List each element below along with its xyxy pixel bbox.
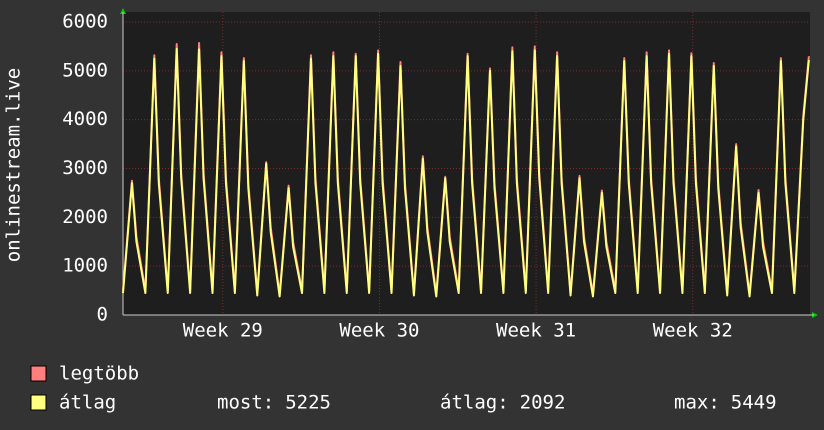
y-tick-label: 0 [97,304,108,326]
y-tick-label: 6000 [62,11,108,33]
x-tick-label: Week 29 [183,320,263,342]
y-tick-label: 5000 [62,59,108,81]
y-tick-label: 4000 [62,108,108,130]
stat-value: 5225 [285,392,331,414]
y-arrow [120,8,126,14]
legend-swatch [30,394,47,411]
y-axis-label: onlinestream.live [3,68,25,262]
x-tick-label: Week 30 [339,320,419,342]
legend-label: átlag [59,392,116,414]
y-tick-label: 1000 [62,255,108,277]
x-tick-label: Week 31 [496,320,576,342]
stat-label: most: [217,392,274,414]
y-tick-label: 3000 [62,157,108,179]
x-arrow [812,312,818,318]
legend-swatch [30,365,47,382]
series-line [122,47,810,298]
y-tick-label: 2000 [62,206,108,228]
stat-value: 2092 [520,392,566,414]
legend-label: legtöbb [59,363,139,385]
stat-label: átlag: [440,392,509,414]
stat-label: max: [674,392,720,414]
x-tick-label: Week 32 [653,320,733,342]
stat-value: 5449 [731,392,777,414]
